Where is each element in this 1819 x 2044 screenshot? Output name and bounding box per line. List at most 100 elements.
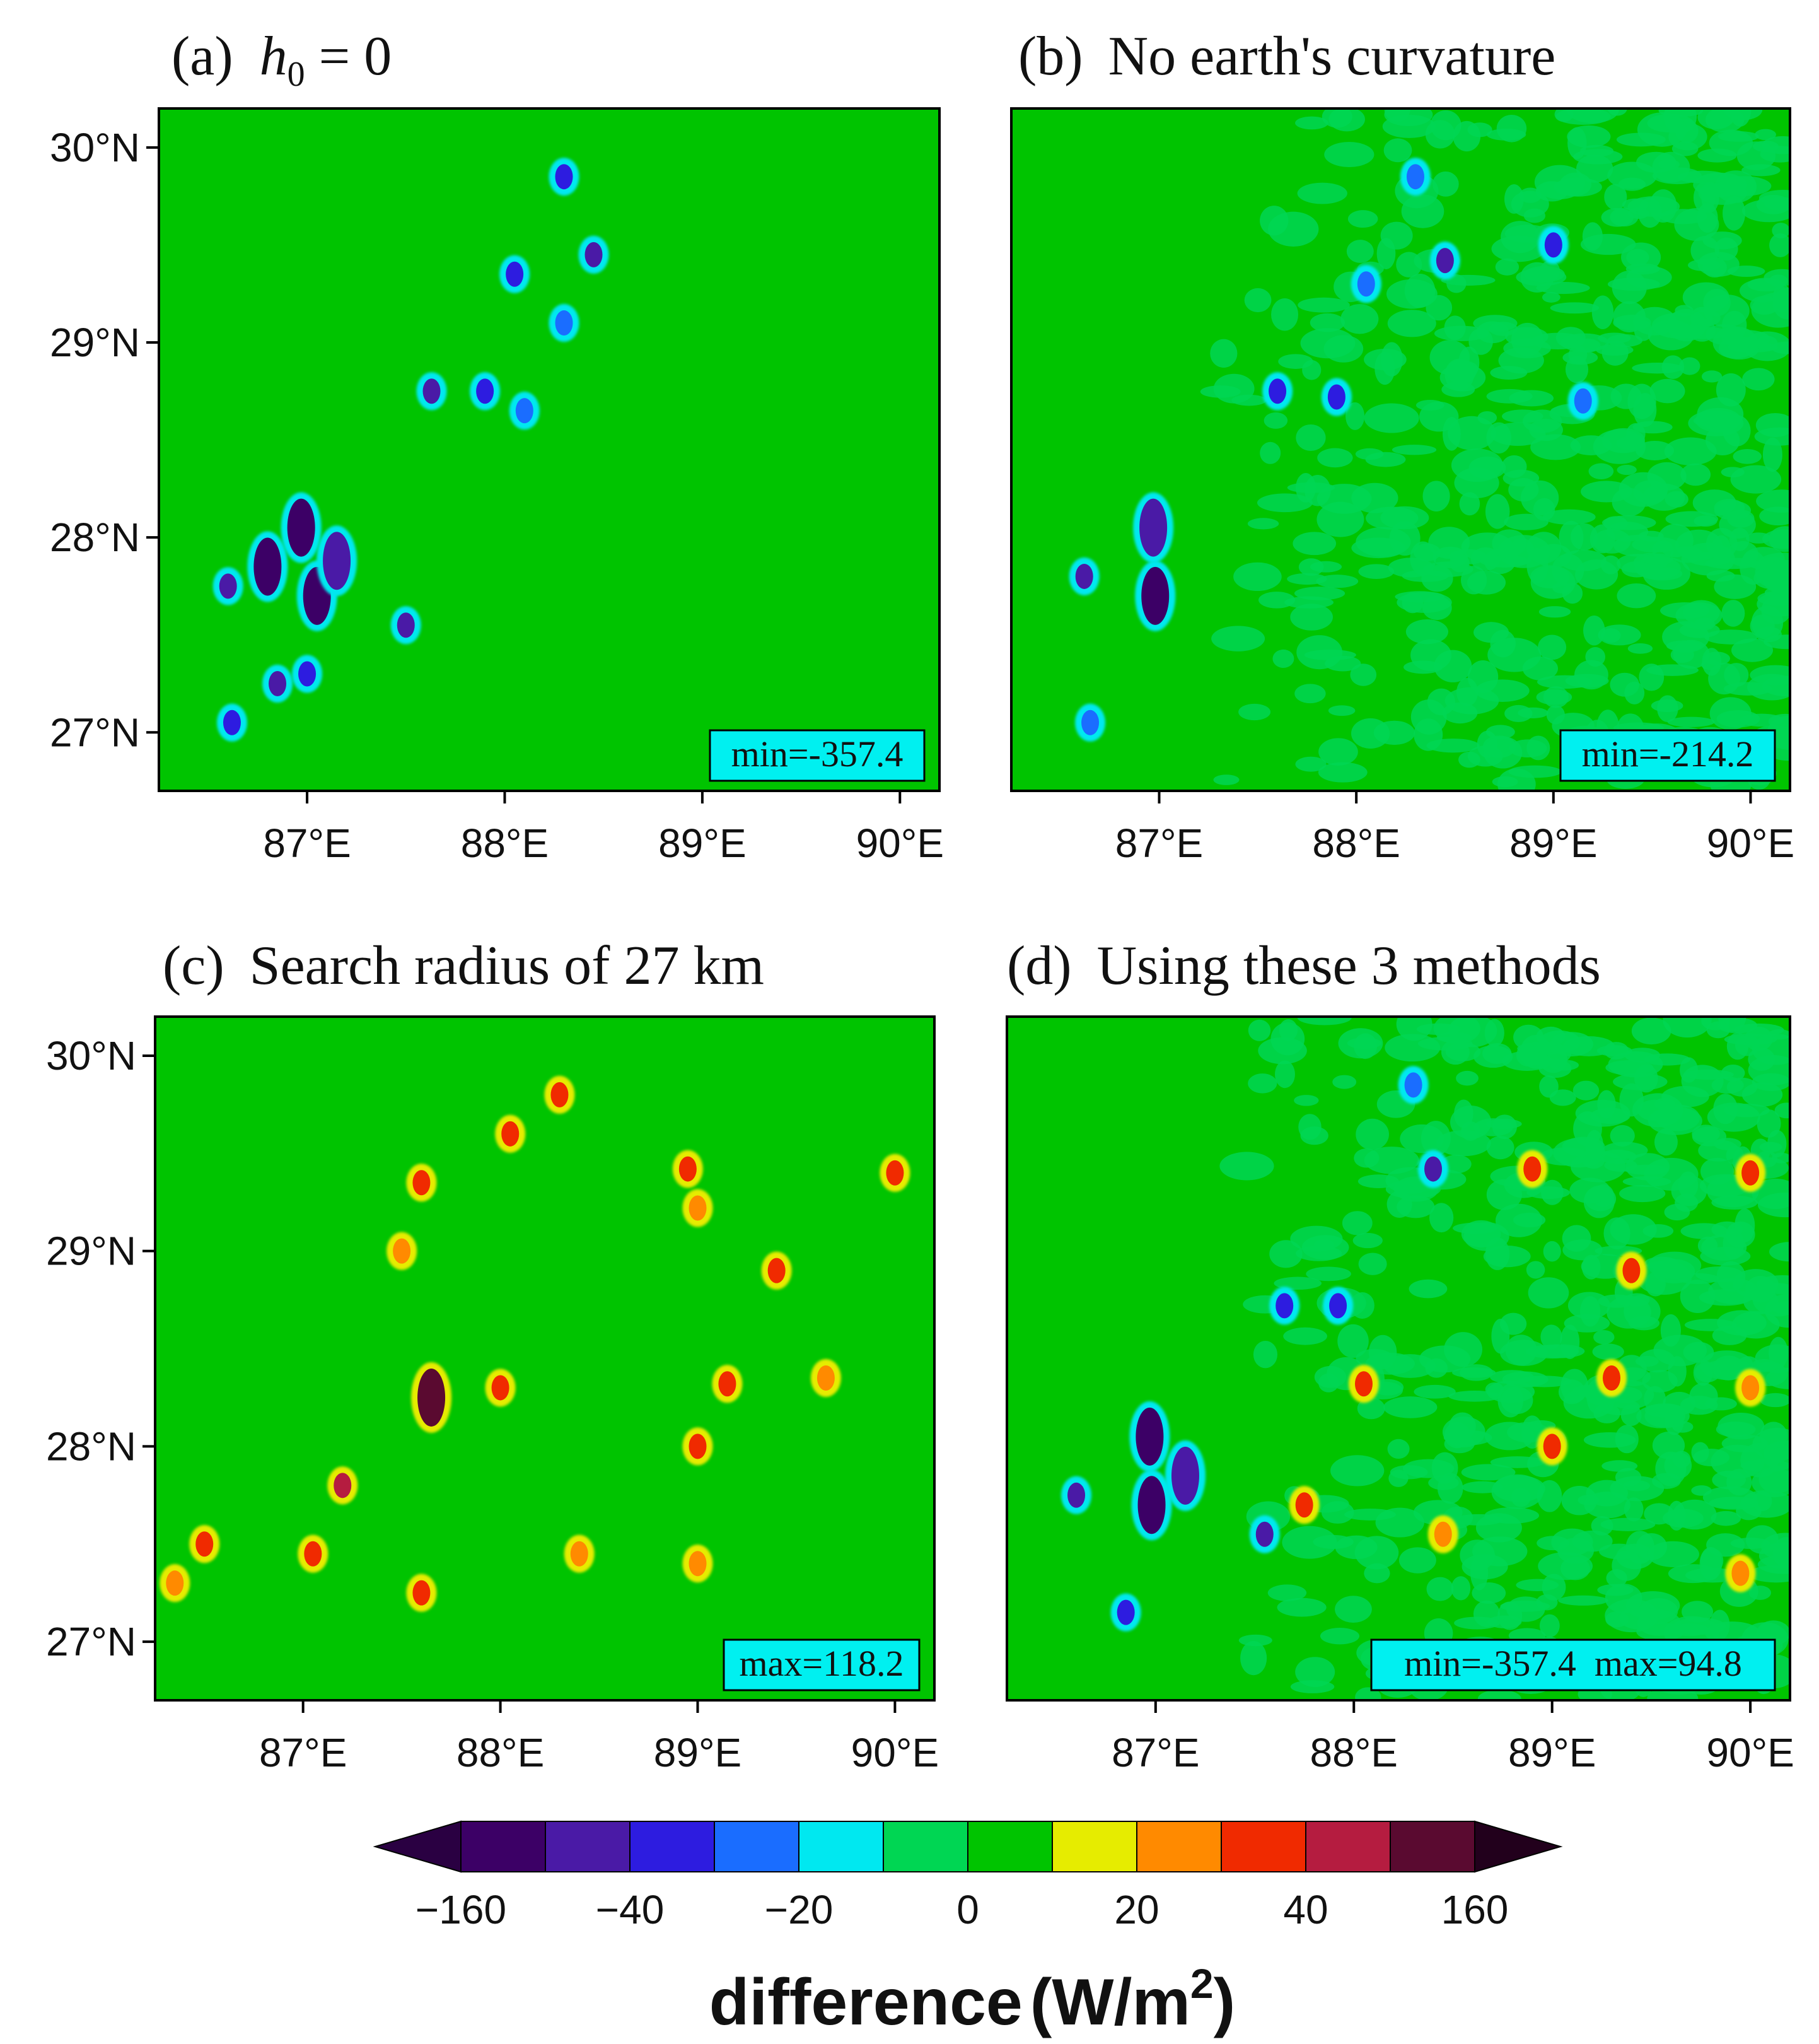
- texture-patch: [1658, 108, 1704, 117]
- texture-patch: [1460, 566, 1487, 595]
- x-tick-label: 89°E: [658, 821, 746, 866]
- texture-patch: [1296, 635, 1343, 670]
- texture-patch: [1755, 1344, 1790, 1374]
- texture-patch: [1293, 532, 1337, 556]
- x-tick-label: 87°E: [263, 821, 351, 866]
- texture-patch: [1747, 674, 1790, 701]
- texture-patch: [1535, 1344, 1585, 1358]
- texture-patch: [1485, 1237, 1510, 1270]
- texture-patch: [1283, 1327, 1327, 1345]
- texture-patch: [1247, 518, 1279, 530]
- colorbar-tick-label: 20: [1114, 1887, 1159, 1932]
- texture-patch: [1697, 203, 1718, 233]
- texture-patch: [1297, 1017, 1352, 1025]
- texture-patch: [1477, 1690, 1521, 1700]
- feature-blob: [1171, 1446, 1199, 1505]
- texture-patch: [1747, 277, 1784, 292]
- texture-patch: [1539, 1075, 1559, 1098]
- texture-patch: [1593, 1404, 1620, 1423]
- texture-patch: [1707, 1102, 1760, 1132]
- texture-patch: [1724, 663, 1749, 687]
- colorbar-segment: [798, 1821, 884, 1872]
- feature-blob: [1424, 1156, 1443, 1182]
- feature-blob: [195, 1531, 214, 1557]
- texture-patch: [1277, 1597, 1327, 1617]
- texture-patch: [1321, 1501, 1354, 1524]
- feature-blob: [1574, 388, 1592, 414]
- texture-patch: [1444, 687, 1499, 715]
- texture-patch: [1642, 1370, 1678, 1393]
- texture-patch: [1386, 279, 1438, 309]
- texture-patch: [1699, 1547, 1723, 1580]
- texture-patch: [1260, 441, 1281, 464]
- annotation-text: min=-214.2: [1582, 733, 1754, 774]
- texture-patch: [1274, 1276, 1322, 1290]
- texture-patch: [1581, 1254, 1601, 1280]
- colorbar-segment: [1305, 1821, 1391, 1872]
- texture-patch: [1632, 1093, 1683, 1128]
- texture-patch: [1244, 288, 1272, 313]
- texture-patch: [1318, 762, 1368, 783]
- texture-patch: [1694, 515, 1717, 527]
- texture-patch: [1342, 1211, 1373, 1235]
- texture-patch: [1555, 108, 1611, 125]
- texture-patch: [1590, 1107, 1630, 1124]
- texture-patch: [1596, 1045, 1632, 1056]
- texture-patch: [1597, 1584, 1634, 1596]
- texture-patch: [1442, 1416, 1485, 1448]
- texture-patch: [1645, 1271, 1666, 1297]
- feature-blob: [1731, 1560, 1750, 1586]
- colorbar-tick-label: −20: [765, 1887, 834, 1932]
- texture-patch: [1612, 1550, 1642, 1581]
- texture-patch: [1490, 366, 1528, 380]
- feature-blob: [298, 661, 317, 687]
- texture-patch: [1396, 252, 1422, 277]
- texture-patch: [1306, 1266, 1351, 1282]
- texture-patch: [1752, 1178, 1790, 1210]
- texture-patch: [1704, 651, 1730, 665]
- texture-patch: [1501, 221, 1540, 254]
- texture-patch: [1711, 1195, 1758, 1210]
- texture-patch: [1580, 233, 1636, 255]
- texture-patch: [1320, 1628, 1360, 1645]
- texture-patch: [1538, 606, 1571, 618]
- feature-blob: [393, 1238, 411, 1264]
- texture-patch: [1330, 1455, 1385, 1486]
- x-tick-label: 89°E: [1509, 821, 1597, 866]
- texture-patch: [1357, 1398, 1385, 1420]
- texture-patch: [1771, 1301, 1790, 1315]
- texture-patch: [1573, 149, 1623, 165]
- texture-patch: [1748, 1048, 1775, 1072]
- feature-blob: [1741, 1375, 1760, 1401]
- texture-patch: [1364, 1147, 1419, 1174]
- colorbar-segment: [460, 1821, 546, 1872]
- texture-patch: [1295, 116, 1328, 130]
- texture-patch: [1444, 315, 1466, 341]
- texture-patch: [1601, 515, 1656, 530]
- texture-patch: [1456, 1070, 1479, 1086]
- texture-patch: [1772, 288, 1790, 320]
- texture-patch: [1542, 509, 1596, 525]
- texture-patch: [1762, 559, 1790, 595]
- texture-patch: [1748, 1565, 1790, 1583]
- texture-patch: [1665, 491, 1688, 508]
- texture-patch: [1358, 564, 1395, 579]
- panel-b-title: (b) No earth's curvature: [1018, 26, 1555, 87]
- texture-patch: [1335, 1535, 1378, 1560]
- texture-patch: [1403, 660, 1443, 674]
- y-tick-label: 28°N: [46, 1423, 136, 1469]
- texture-patch: [1619, 1185, 1666, 1203]
- texture-patch: [1502, 1371, 1549, 1387]
- feature-blob: [304, 1541, 322, 1567]
- texture-patch: [1740, 1490, 1790, 1518]
- panel-d-title: (d) Using these 3 methods: [1007, 935, 1601, 996]
- annotation-text: min=-357.4 max=94.8: [1404, 1643, 1742, 1684]
- feature-blob: [476, 378, 494, 404]
- texture-patch: [1604, 184, 1627, 210]
- texture-patch: [1461, 1464, 1516, 1481]
- texture-patch: [1258, 1037, 1307, 1065]
- feature-blob: [1075, 563, 1093, 589]
- texture-patch: [1431, 1452, 1458, 1484]
- texture-patch: [1666, 640, 1702, 652]
- texture-patch: [1772, 1537, 1790, 1568]
